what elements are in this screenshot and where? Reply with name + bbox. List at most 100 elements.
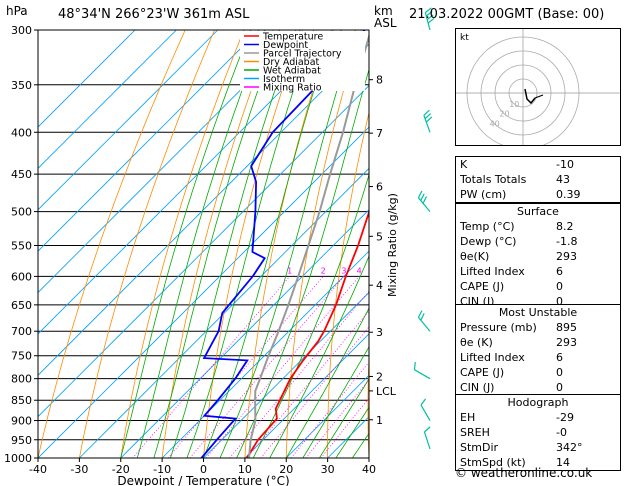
surface-value: 293 xyxy=(556,250,577,263)
dry-adiabat-line xyxy=(38,30,186,458)
pressure-tick-label: 800 xyxy=(11,373,32,386)
surface-label: θe(K) xyxy=(460,250,490,263)
wind-barb xyxy=(423,426,431,450)
pressure-tick-label: 1000 xyxy=(4,452,32,465)
pressure-tick-label: 900 xyxy=(11,415,32,428)
index-row: Totals Totals 43 xyxy=(456,172,620,187)
wet-adiabat-line xyxy=(302,345,369,458)
hodograph-stats-title: Hodograph xyxy=(507,396,569,409)
most-unstable-value: 0 xyxy=(556,381,563,394)
most-unstable-title: Most Unstable xyxy=(498,306,578,319)
wet-adiabat-line xyxy=(153,30,281,458)
pressure-tick-label: 400 xyxy=(11,126,32,139)
wind-barb xyxy=(424,7,435,31)
x-axis-title: Dewpoint / Temperature (°C) xyxy=(117,474,289,486)
wet-adiabat-line xyxy=(136,30,266,458)
mixing-ratio-line xyxy=(260,326,369,458)
wet-adiabat-line xyxy=(170,30,297,458)
hodograph-unit-label: kt xyxy=(460,33,469,43)
most-unstable-row: CIN (J) 0 xyxy=(456,380,620,395)
wet-adiabat-line xyxy=(186,30,315,458)
mixing-ratio-line xyxy=(320,397,369,458)
pressure-tick-label: 300 xyxy=(11,24,32,37)
isotherm-line xyxy=(38,30,260,252)
km-tick-label: 5 xyxy=(376,230,383,243)
hodograph-stat-label: SREH xyxy=(460,426,490,439)
pressure-tick-label: 700 xyxy=(11,325,32,338)
wind-barb xyxy=(423,109,433,133)
index-label: K xyxy=(460,158,468,171)
hodograph-ring-label: 20 xyxy=(499,110,509,119)
isotherm-line xyxy=(79,167,369,458)
surface-table: Surface Temp (°C) 8.2 Dewp (°C) -1.8 θe(K) 29… xyxy=(455,203,621,310)
index-value: 43 xyxy=(556,173,570,186)
mixing-ratio-label: 4 xyxy=(357,266,362,275)
hodograph-stats-table: Hodograph EH -29 SREH -0 StmDir 342° StmSpd (k… xyxy=(455,394,621,471)
pressure-tick-label: 650 xyxy=(11,299,32,312)
most-unstable-label: Lifted Index xyxy=(460,351,525,364)
surface-value: 0 xyxy=(556,295,563,308)
hodograph-stat-row: StmSpd (kt) 14 xyxy=(456,455,620,470)
surface-label: Temp (°C) xyxy=(460,220,515,233)
temperature-tick-label: 20 xyxy=(279,463,293,476)
index-row: K -10 xyxy=(456,157,620,172)
km-unit-label: km xyxy=(374,4,393,18)
surface-label: Dewp (°C) xyxy=(460,235,517,248)
km-tick-label: 4 xyxy=(376,279,383,292)
indices-table: K -10 Totals Totals 43 PW (cm) 0.39 xyxy=(455,156,621,203)
wet-adiabat-line xyxy=(203,30,334,458)
isotherm-line xyxy=(38,30,136,128)
temperature-tick-label: 10 xyxy=(238,463,252,476)
pressure-tick-label: 350 xyxy=(11,79,32,92)
surface-row: CAPE (J) 0 xyxy=(456,279,620,294)
wind-barb xyxy=(413,362,431,380)
wet-adiabat-line xyxy=(335,406,369,458)
temperature-line xyxy=(246,209,369,458)
most-unstable-table: Most Unstable Pressure (mb) 895 θe (K) 293 L… xyxy=(455,304,621,396)
km-tick-label: LCL xyxy=(376,385,397,398)
hodograph-stat-value: 14 xyxy=(556,456,570,469)
mixing-ratio-axis-title: Mixing Ratio (g/kg) xyxy=(386,193,399,297)
km-tick-label: 3 xyxy=(376,326,383,339)
mixing-ratio-label: 3 xyxy=(341,266,346,275)
temperature-tick-label: -40 xyxy=(29,463,47,476)
temperature-tick-label: -20 xyxy=(112,463,130,476)
parcel-trajectory-line xyxy=(248,32,369,458)
most-unstable-value: 0 xyxy=(556,366,563,379)
surface-title: Surface xyxy=(517,205,559,218)
surface-value: 0 xyxy=(556,280,563,293)
hodograph-stat-label: EH xyxy=(460,411,476,424)
mixing-ratio-label: 2 xyxy=(321,266,326,275)
isotherm-line xyxy=(285,374,369,458)
legend-label: Dry Adiabat xyxy=(263,57,320,68)
pressure-tick-label: 850 xyxy=(11,394,32,407)
wet-adiabat-line xyxy=(319,378,369,458)
hodograph-stat-value: 342° xyxy=(556,441,583,454)
mixing-ratio-line xyxy=(290,361,369,458)
surface-label: CAPE (J) xyxy=(460,280,505,293)
most-unstable-value: 895 xyxy=(556,321,577,334)
temperature-tick-label: 0 xyxy=(200,463,207,476)
most-unstable-label: CAPE (J) xyxy=(460,366,505,379)
isotherm-line xyxy=(244,333,369,458)
legend-label: Wet Adiabat xyxy=(263,66,321,77)
hodograph-ring-label: 10 xyxy=(509,100,519,109)
most-unstable-value: 293 xyxy=(556,336,577,349)
isotherm-line xyxy=(38,126,369,458)
most-unstable-row: CAPE (J) 0 xyxy=(456,365,620,380)
isotherm-line xyxy=(38,30,177,169)
isotherm-line xyxy=(38,85,369,418)
hodograph-stat-label: StmSpd (kt) xyxy=(460,456,526,469)
surface-row: Temp (°C) 8.2 xyxy=(456,219,620,234)
most-unstable-label: CIN (J) xyxy=(460,381,495,394)
isotherm-line xyxy=(38,30,219,211)
credit-label: © weatheronline.co.uk xyxy=(455,466,593,480)
wet-adiabat-line xyxy=(120,30,251,458)
hodograph-stat-row: EH -29 xyxy=(456,410,620,425)
hodograph-trace xyxy=(524,88,536,105)
hodograph-stat-value: -0 xyxy=(556,426,567,439)
surface-value: 6 xyxy=(556,265,563,278)
legend-label: Parcel Trajectory xyxy=(263,49,342,60)
